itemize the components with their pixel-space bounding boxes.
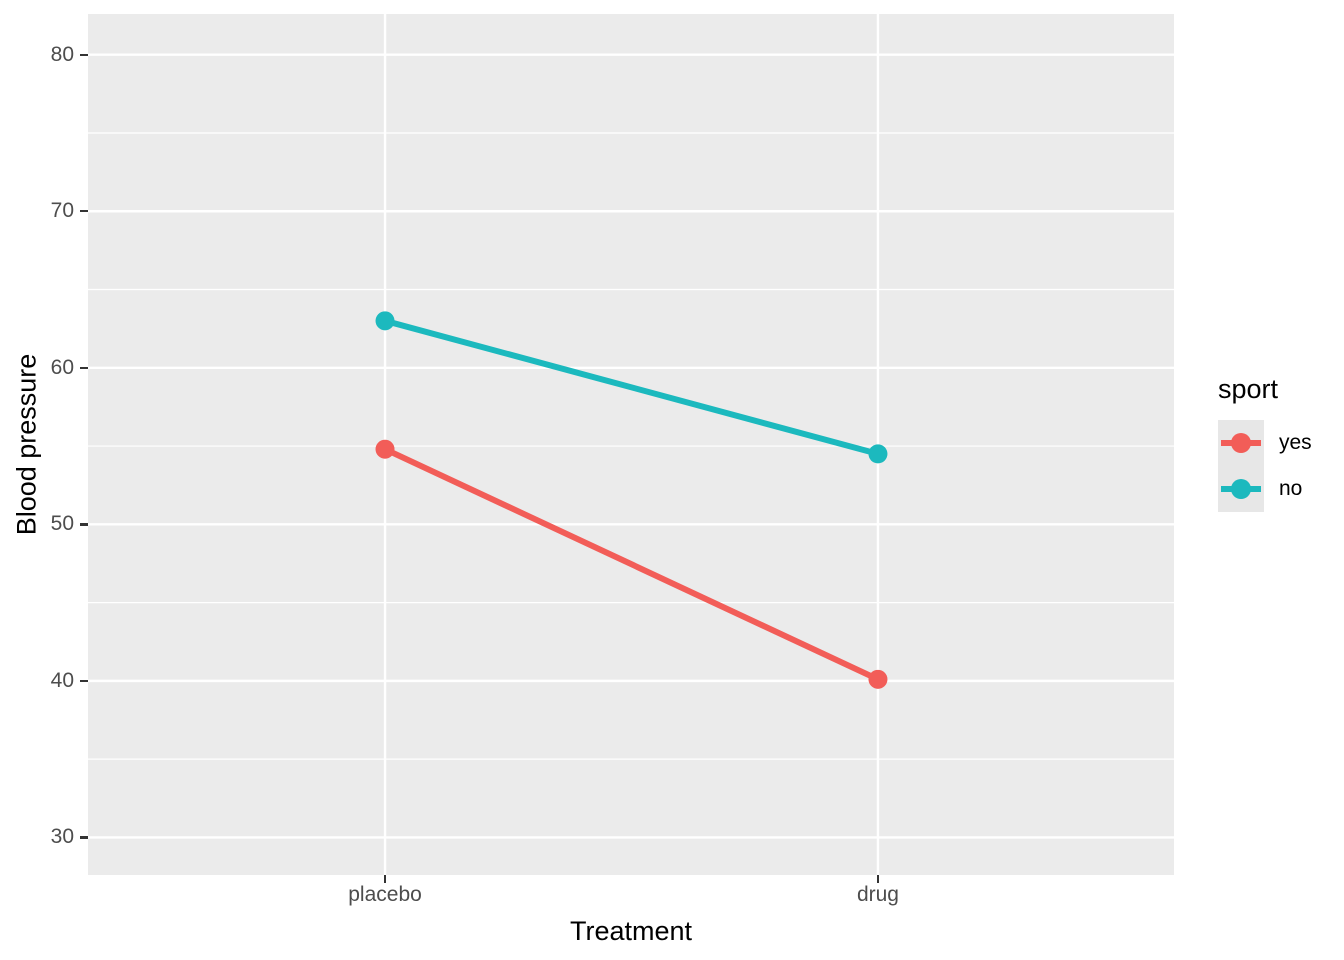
y-tick-mark: [80, 523, 88, 526]
y-tick-mark: [80, 366, 88, 369]
x-tick-mark: [383, 875, 387, 883]
y-tick-label: 30: [50, 825, 74, 849]
y-tick-mark: [80, 53, 88, 56]
x-tick-mark: [876, 875, 880, 883]
legend-item-yes: yes: [1218, 420, 1312, 466]
panel-canvas: [88, 14, 1174, 875]
x-tick-label: placebo: [348, 883, 422, 906]
x-axis-title: Treatment: [569, 916, 693, 946]
data-point-no-placebo: [375, 311, 395, 331]
y-tick-label: 70: [50, 199, 74, 223]
data-point-yes-drug: [868, 669, 888, 689]
legend-key-no: [1218, 466, 1264, 512]
y-tick-mark: [80, 836, 88, 839]
y-tick-label: 60: [50, 355, 74, 379]
series-line-no: [384, 317, 879, 457]
y-tick-label: 40: [50, 668, 74, 692]
y-axis-title: Blood pressure: [11, 353, 42, 536]
y-axis-title-wrap: Blood pressure: [0, 14, 54, 875]
x-tick-label: drug: [856, 883, 899, 906]
legend-item-no: no: [1218, 466, 1312, 512]
legend-label-yes: yes: [1279, 431, 1312, 454]
plot-panel: [88, 14, 1174, 875]
y-tick-mark: [80, 210, 88, 213]
legend-point-icon: [1231, 479, 1251, 499]
y-tick-label: 80: [50, 42, 74, 66]
legend-label-no: no: [1279, 477, 1303, 500]
series-line-yes: [383, 446, 880, 683]
legend-key-yes: [1218, 420, 1264, 466]
y-tick-mark: [80, 679, 88, 683]
legend-title: sport: [1218, 374, 1279, 404]
data-point-no-drug: [868, 444, 888, 464]
legend: sport yes no: [1218, 374, 1312, 512]
y-tick-label: 50: [50, 512, 74, 536]
legend-point-icon: [1231, 433, 1251, 453]
data-point-yes-placebo: [375, 439, 395, 459]
